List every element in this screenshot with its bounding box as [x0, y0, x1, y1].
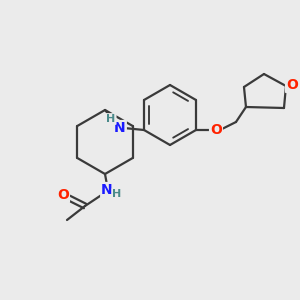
Text: N: N	[114, 121, 126, 135]
Text: O: O	[210, 123, 222, 137]
Text: N: N	[101, 183, 113, 197]
Text: H: H	[106, 114, 116, 124]
Text: H: H	[112, 189, 122, 199]
Text: O: O	[57, 188, 69, 202]
Text: O: O	[286, 78, 298, 92]
